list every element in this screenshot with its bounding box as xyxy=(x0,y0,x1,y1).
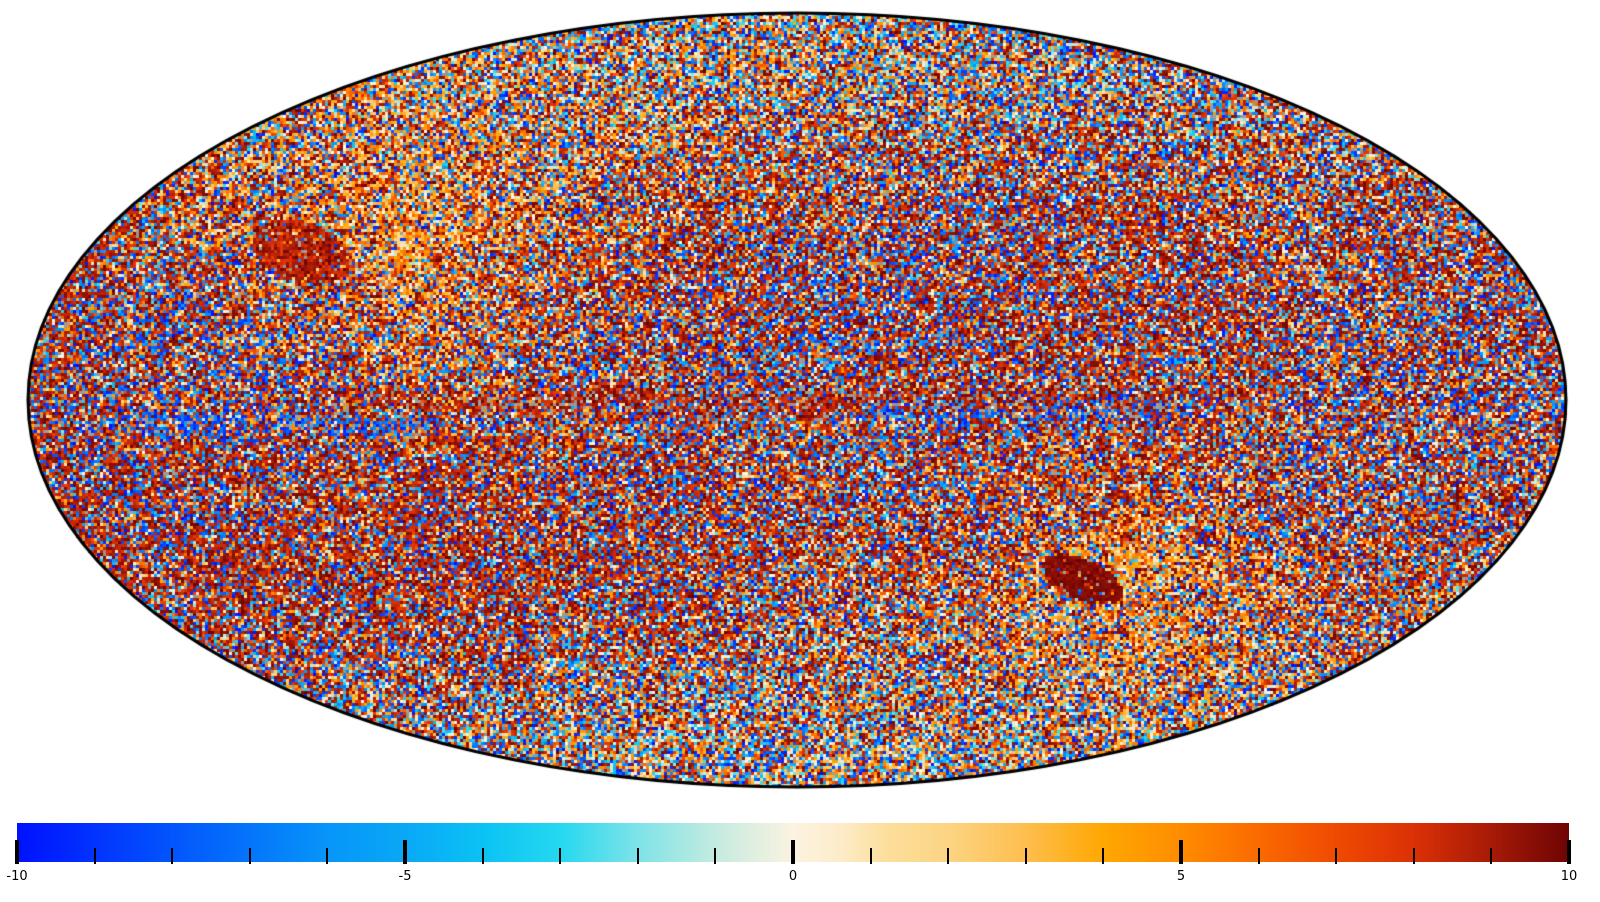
mollweide-map-canvas xyxy=(0,0,1600,902)
allsky-figure: -10 -5 0 5 10 xyxy=(0,0,1600,902)
